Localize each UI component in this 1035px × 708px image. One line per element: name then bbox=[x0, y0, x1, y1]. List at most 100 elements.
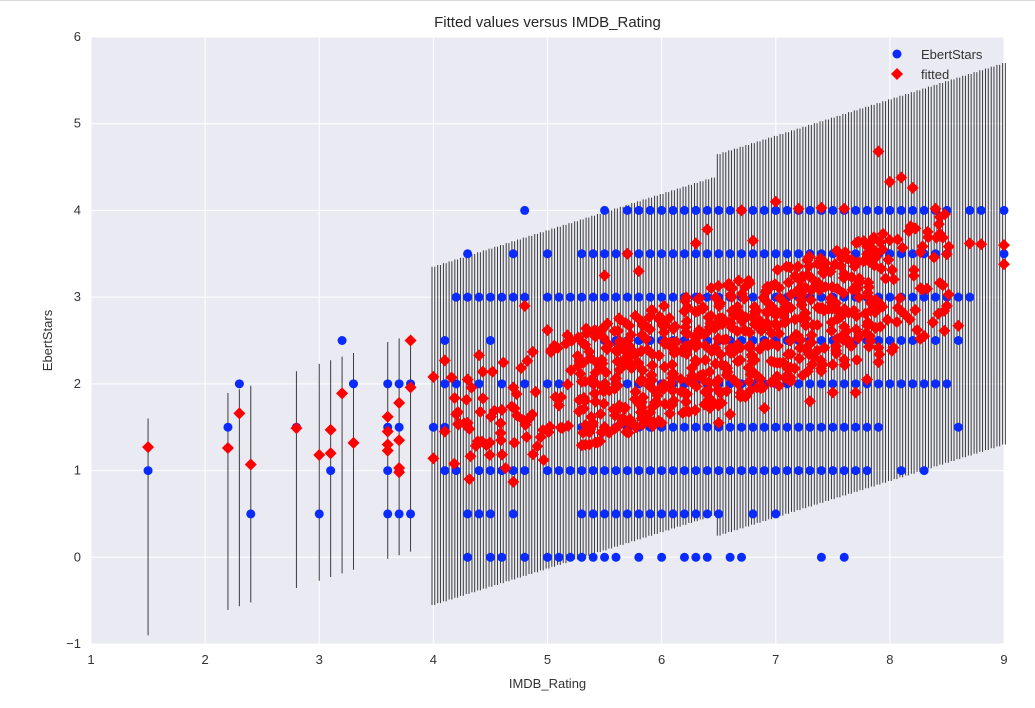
data-point-ebertstars bbox=[702, 509, 712, 519]
data-point-fitted bbox=[885, 344, 898, 357]
data-point-fitted bbox=[702, 376, 715, 389]
data-point-ebertstars bbox=[657, 552, 667, 562]
data-point-ebertstars bbox=[794, 249, 804, 259]
data-point-fitted bbox=[651, 396, 664, 409]
data-point-ebertstars bbox=[782, 422, 792, 432]
data-point-fitted bbox=[733, 311, 746, 324]
data-point-fitted bbox=[465, 381, 478, 394]
data-point-fitted bbox=[495, 448, 508, 461]
data-point-fitted bbox=[463, 473, 476, 486]
data-point-ebertstars bbox=[634, 552, 644, 562]
y-axis-ticks: −1 0 1 2 3 4 5 6 bbox=[66, 29, 81, 651]
data-point-ebertstars bbox=[600, 509, 610, 519]
data-point-fitted bbox=[826, 358, 839, 371]
y-axis-title: EbertStars bbox=[40, 309, 55, 371]
data-point-ebertstars bbox=[759, 205, 769, 215]
data-point-fitted bbox=[791, 260, 804, 273]
data-point-ebertstars bbox=[668, 205, 678, 215]
data-point-ebertstars bbox=[440, 466, 450, 476]
data-point-fitted bbox=[526, 448, 539, 461]
data-point-ebertstars bbox=[543, 292, 552, 302]
data-point-fitted bbox=[883, 175, 896, 188]
data-point-ebertstars bbox=[953, 336, 963, 345]
data-point-ebertstars bbox=[611, 466, 621, 476]
data-point-fitted bbox=[765, 327, 778, 340]
data-point-ebertstars bbox=[931, 336, 941, 345]
data-point-fitted bbox=[427, 370, 440, 383]
data-point-fitted bbox=[850, 310, 863, 323]
data-point-ebertstars bbox=[565, 292, 575, 302]
data-point-ebertstars bbox=[554, 552, 564, 562]
data-point-fitted bbox=[781, 348, 794, 361]
data-point-ebertstars bbox=[965, 292, 975, 302]
data-point-ebertstars bbox=[771, 509, 781, 519]
data-point-fitted bbox=[635, 373, 648, 386]
data-point-fitted bbox=[574, 367, 587, 380]
data-point-fitted bbox=[857, 235, 870, 248]
data-point-fitted bbox=[561, 329, 574, 342]
data-point-fitted bbox=[838, 202, 851, 215]
data-point-fitted bbox=[584, 423, 597, 436]
data-point-fitted bbox=[564, 364, 577, 377]
data-point-fitted bbox=[632, 397, 645, 410]
data-point-fitted bbox=[909, 304, 922, 317]
data-point-fitted bbox=[852, 274, 865, 287]
data-point-fitted bbox=[883, 234, 896, 247]
data-point-ebertstars bbox=[725, 466, 735, 476]
data-point-fitted bbox=[811, 257, 824, 270]
data-point-ebertstars bbox=[851, 379, 861, 389]
data-point-fitted bbox=[573, 354, 586, 367]
data-point-fitted bbox=[890, 315, 903, 328]
data-point-ebertstars bbox=[463, 552, 473, 562]
data-point-fitted bbox=[643, 311, 656, 324]
data-point-fitted bbox=[837, 271, 850, 284]
data-point-ebertstars bbox=[543, 249, 552, 259]
data-point-ebertstars bbox=[600, 466, 610, 476]
data-point-fitted bbox=[594, 408, 607, 421]
data-point-fitted bbox=[882, 253, 895, 266]
data-point-ebertstars bbox=[520, 466, 530, 476]
data-point-ebertstars bbox=[976, 205, 986, 215]
data-point-fitted bbox=[696, 303, 709, 316]
data-point-ebertstars bbox=[645, 466, 655, 476]
data-point-fitted bbox=[448, 457, 461, 470]
data-point-fitted bbox=[508, 436, 521, 449]
data-point-ebertstars bbox=[588, 552, 598, 562]
data-point-ebertstars bbox=[668, 292, 678, 302]
data-point-fitted bbox=[779, 316, 792, 329]
data-point-fitted bbox=[750, 304, 763, 317]
data-point-fitted bbox=[621, 247, 634, 260]
data-point-fitted bbox=[830, 244, 843, 257]
data-point-fitted bbox=[515, 362, 528, 375]
data-point-ebertstars bbox=[691, 466, 701, 476]
data-point-fitted bbox=[916, 240, 929, 253]
data-point-fitted bbox=[801, 365, 814, 378]
data-point-ebertstars bbox=[497, 379, 507, 389]
data-point-fitted bbox=[703, 365, 716, 378]
data-point-fitted bbox=[824, 265, 837, 278]
x-tick-label: 9 bbox=[1000, 652, 1007, 667]
data-point-fitted bbox=[575, 375, 588, 388]
data-point-fitted bbox=[577, 391, 590, 404]
data-point-ebertstars bbox=[896, 336, 906, 345]
data-point-ebertstars bbox=[737, 552, 747, 562]
data-point-ebertstars bbox=[702, 249, 712, 259]
data-point-ebertstars bbox=[554, 379, 564, 389]
data-point-fitted bbox=[815, 201, 828, 214]
data-point-ebertstars bbox=[520, 379, 530, 389]
data-point-ebertstars bbox=[634, 509, 644, 519]
data-point-fitted bbox=[651, 389, 664, 402]
data-point-fitted bbox=[693, 292, 706, 305]
data-point-ebertstars bbox=[611, 249, 621, 259]
data-point-fitted bbox=[963, 237, 976, 250]
data-point-fitted bbox=[680, 291, 693, 304]
data-point-fitted bbox=[868, 244, 881, 257]
data-point-fitted bbox=[393, 434, 406, 447]
data-point-fitted bbox=[336, 387, 349, 400]
data-point-ebertstars bbox=[828, 422, 838, 432]
data-point-fitted bbox=[732, 274, 745, 287]
data-point-fitted bbox=[537, 453, 550, 466]
data-point-fitted bbox=[645, 369, 658, 382]
legend-label-fitted: fitted bbox=[921, 67, 949, 82]
data-point-ebertstars bbox=[828, 466, 838, 476]
